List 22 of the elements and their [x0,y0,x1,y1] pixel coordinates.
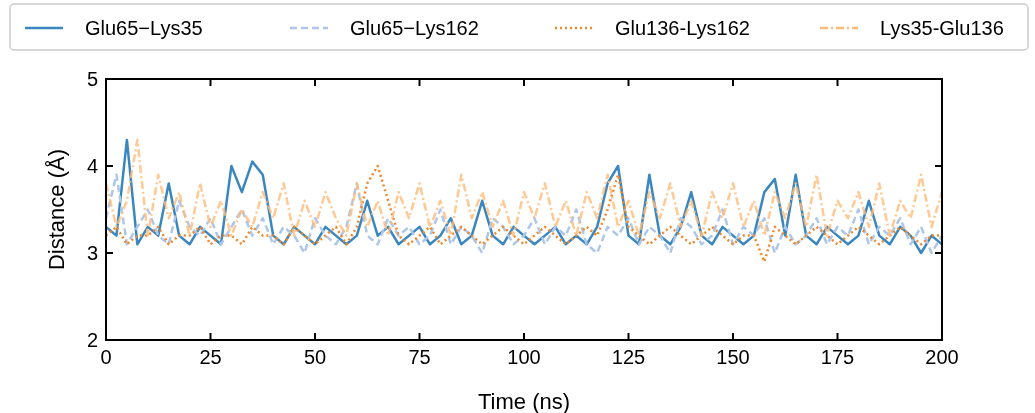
x-tick-label: 75 [408,346,431,368]
line-series [106,173,942,255]
legend-label: Glu65−Lys162 [350,17,479,39]
y-axis-title: Distance (Å) [44,148,69,271]
legend-label: Lys35-Glu136 [880,17,1004,39]
x-tick-label: 200 [925,346,959,368]
legend-label: Glu136-Lys162 [615,17,750,39]
y-tick-label: 5 [86,68,98,90]
y-tick-label: 4 [86,155,98,177]
x-tick-label: 175 [820,346,855,368]
x-tick-label: 125 [611,346,646,368]
line-series [106,164,942,263]
x-tick-label: 50 [303,346,327,368]
y-tick-label: 3 [86,242,98,264]
legend-label: Glu65−Lys35 [85,17,203,39]
line-series [106,138,942,237]
x-tick-label: 25 [199,346,222,368]
x-tick-label: 150 [716,346,750,368]
x-axis-title: Time (ns) [477,389,571,413]
y-tick-label: 2 [86,329,98,351]
x-tick-label: 0 [100,346,112,368]
x-tick-label: 100 [507,346,541,368]
